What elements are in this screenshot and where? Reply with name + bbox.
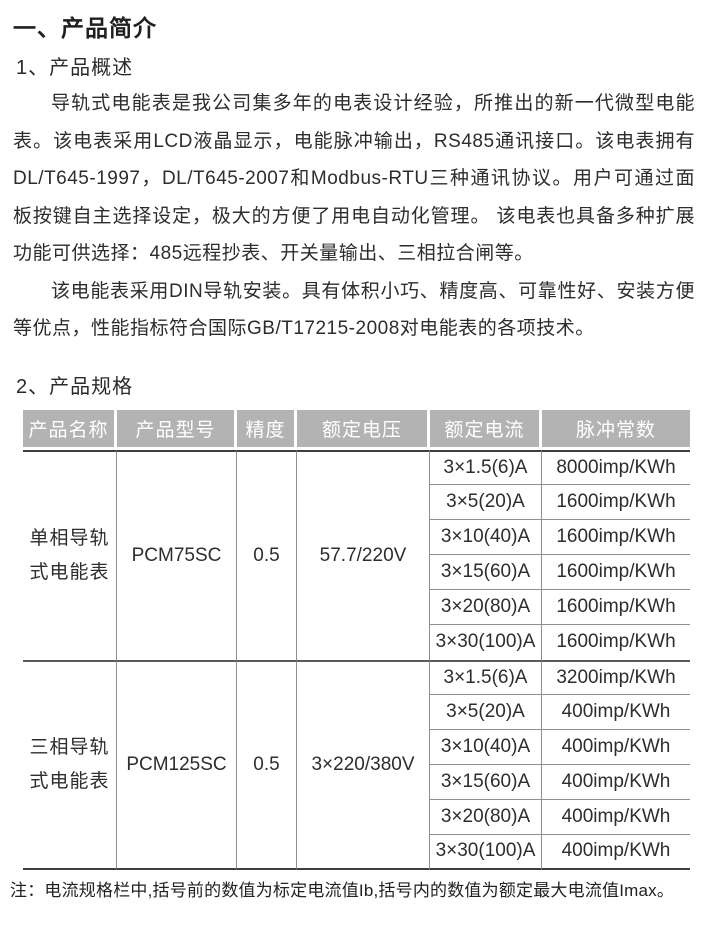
table-row: 3×20(80)A 1600imp/KWh: [23, 589, 690, 625]
current-cell: 3×20(80)A: [430, 589, 542, 625]
section-1-heading: 1、产品概述: [16, 57, 134, 79]
table-row: 3×20(80)A 400imp/KWh: [23, 799, 690, 835]
pulse-cell: 400imp/KWh: [542, 834, 690, 870]
spec-table-header-row: 产品名称 产品型号 精度 额定电压 额定电流 脉冲常数: [23, 409, 690, 450]
table-row: 单相导轨 式电能表 PCM75SC 0.5 57.7/220V 3×1.5(6)…: [23, 449, 690, 660]
column-header-product-name: 产品名称: [23, 409, 117, 450]
current-cell: 3×15(60)A: [430, 764, 542, 800]
current-cell: 3×15(60)A: [430, 554, 542, 590]
product-name-line: 三相导轨: [29, 736, 110, 758]
column-header-accuracy: 精度: [237, 409, 297, 450]
table-row: 3×5(20)A 400imp/KWh: [23, 694, 690, 730]
document-page: 一、产品简介 1、产品概述 导轨式电能表是我公司集多年的电表设计经验，所推出的新…: [0, 13, 705, 927]
pulse-cell: 400imp/KWh: [542, 799, 690, 835]
pulse-cell: 1600imp/KWh: [542, 519, 690, 555]
pulse-cell: 400imp/KWh: [542, 694, 690, 730]
pulse-cell: 3200imp/KWh: [542, 659, 690, 695]
table-row: 3×30(100)A 400imp/KWh: [23, 834, 690, 870]
spec-table: 产品名称 产品型号 精度 额定电压 额定电流 脉冲常数 单相导轨 式电能表 PC…: [23, 409, 690, 870]
model-cell: PCM75SC: [117, 449, 237, 660]
current-cell: 3×5(20)A: [430, 484, 542, 520]
table-row: 3×15(60)A 1600imp/KWh: [23, 554, 690, 590]
product-name-cell: 三相导轨 式电能表: [23, 659, 117, 870]
pulse-cell: 400imp/KWh: [542, 764, 690, 800]
pulse-cell: 1600imp/KWh: [542, 624, 690, 660]
column-header-rated-current: 额定电流: [430, 409, 542, 450]
voltage-cell: 3×220/380V: [297, 659, 430, 870]
product-name-line: 单相导轨: [29, 527, 110, 549]
pulse-cell: 1600imp/KWh: [542, 554, 690, 590]
table-row: 3×30(100)A 1600imp/KWh: [23, 624, 690, 660]
current-cell: 3×20(80)A: [430, 799, 542, 835]
table-row: 3×5(20)A 1600imp/KWh: [23, 484, 690, 520]
pulse-cell: 1600imp/KWh: [542, 484, 690, 520]
current-cell: 3×10(40)A: [430, 729, 542, 765]
pulse-cell: 400imp/KWh: [542, 729, 690, 765]
current-cell: 3×1.5(6)A: [430, 449, 542, 485]
table-row: 3×15(60)A 400imp/KWh: [23, 764, 690, 800]
current-cell: 3×30(100)A: [430, 624, 542, 660]
section-2-heading: 2、产品规格: [16, 375, 134, 398]
accuracy-cell: 0.5: [237, 449, 297, 660]
voltage-cell: 57.7/220V: [297, 449, 430, 660]
page-title: 一、产品简介: [13, 15, 157, 41]
column-header-model: 产品型号: [117, 409, 237, 450]
current-cell: 3×5(20)A: [430, 694, 542, 730]
current-cell: 3×10(40)A: [430, 519, 542, 555]
model-cell: PCM125SC: [117, 659, 237, 870]
column-header-rated-voltage: 额定电压: [297, 409, 430, 450]
pulse-cell: 1600imp/KWh: [542, 589, 690, 625]
overview-paragraph-2: 该电能表采用DIN导轨安装。具有体积小巧、精度高、可靠性好、安装方便等优点，性能…: [13, 280, 695, 340]
current-cell: 3×1.5(6)A: [430, 659, 542, 695]
column-header-pulse-constant: 脉冲常数: [542, 409, 690, 450]
table-row: 三相导轨 式电能表 PCM125SC 0.5 3×220/380V 3×1.5(…: [23, 659, 690, 870]
table-row: 3×10(40)A 1600imp/KWh: [23, 519, 690, 555]
footnote: 注：电流规格栏中,括号前的数值为标定电流值Ib,括号内的数值为额定最大电流值Im…: [10, 880, 675, 900]
accuracy-cell: 0.5: [237, 659, 297, 870]
product-name-line: 式电能表: [29, 770, 110, 792]
product-name-cell: 单相导轨 式电能表: [23, 449, 117, 660]
product-name-line: 式电能表: [29, 561, 110, 583]
table-row: 3×10(40)A 400imp/KWh: [23, 729, 690, 765]
current-cell: 3×30(100)A: [430, 834, 542, 870]
overview-paragraph-1: 导轨式电能表是我公司集多年的电表设计经验，所推出的新一代微型电能表。该电表采用L…: [13, 93, 695, 264]
pulse-cell: 8000imp/KWh: [542, 449, 690, 485]
